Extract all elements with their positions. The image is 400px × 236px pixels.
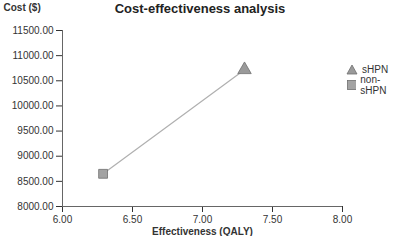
- svg-text:7.50: 7.50: [263, 214, 283, 225]
- svg-text:8500.00: 8500.00: [17, 176, 54, 187]
- html-text:non-sHPN: non-sHPN: [360, 73, 387, 96]
- svg-text:7.00: 7.00: [193, 214, 213, 225]
- svg-text:11000.00: 11000.00: [13, 50, 54, 61]
- svg-text:11500.00: 11500.00: [13, 25, 54, 36]
- svg-text:9500.00: 9500.00: [17, 125, 54, 136]
- svg-text:8.00: 8.00: [333, 214, 353, 225]
- html-text:sHPN: sHPN: [362, 64, 389, 75]
- svg-text:Cost ($): Cost ($): [4, 2, 41, 13]
- html-text:Cost-effectiveness analysis: Cost-effectiveness analysis: [114, 1, 286, 16]
- svg-text:10000.00: 10000.00: [12, 100, 54, 111]
- svg-text:Effectiveness (QALY): Effectiveness (QALY): [152, 226, 253, 236]
- svg-text:8000.00: 8000.00: [17, 201, 54, 212]
- svg-text:9000.00: 9000.00: [17, 150, 54, 161]
- svg-text:10500.00: 10500.00: [12, 75, 54, 86]
- svg-text:6.50: 6.50: [123, 214, 143, 225]
- svg-text:6.00: 6.00: [53, 214, 73, 225]
